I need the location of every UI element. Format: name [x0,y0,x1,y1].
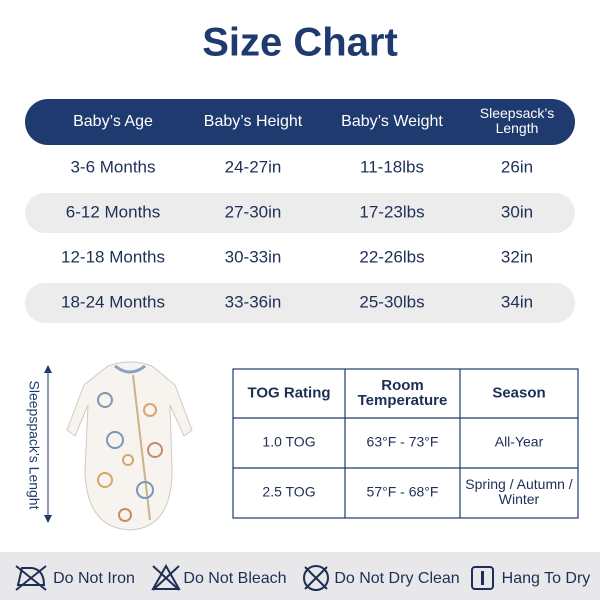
size-cell: 27-30in [225,202,282,221]
header-bar [25,99,575,145]
tog-header: Room [381,377,424,394]
row-bg [25,193,575,233]
size-header: Sleepsack’s [480,105,554,121]
care-label: Do Not Bleach [183,570,286,587]
size-cell: 33-36in [225,292,282,311]
size-header: Length [496,120,539,136]
size-cell: 3-6 Months [70,157,155,176]
size-cell: 32in [501,247,533,266]
size-cell: 18-24 Months [61,292,165,311]
tog-cell: 1.0 TOG [262,434,315,450]
size-cell: 25-30lbs [359,292,424,311]
size-cell: 22-26lbs [359,247,424,266]
size-cell: 6-12 Months [66,202,161,221]
size-cell: 34in [501,292,533,311]
size-cell: 30in [501,202,533,221]
tog-cell: 57°F - 68°F [367,484,439,500]
care-label: Hang To Dry [502,570,591,587]
size-cell: 24-27in [225,157,282,176]
tog-cell: 63°F - 73°F [367,434,439,450]
tog-cell: All-Year [495,434,544,450]
size-table: Baby’s Age Baby’s Height Baby’s Weight Slee… [61,105,554,311]
size-cell: 12-18 Months [61,247,165,266]
care-bar [0,552,600,600]
size-cell: 30-33in [225,247,282,266]
tog-grid [232,368,579,519]
tog-cell: Spring / Autumn / [465,476,573,492]
tog-header: Temperature [358,392,448,409]
title: Size Chart [202,21,398,65]
size-cell: 17-23lbs [359,202,424,221]
image-label: Sleepspack’s Lenght [26,381,42,510]
tog-header: Season [492,384,545,401]
tog-header: TOG Rating [247,384,330,401]
size-cell: 26in [501,157,533,176]
tog-cell: 2.5 TOG [262,484,315,500]
tog-cell: Winter [499,491,540,507]
size-cell: 11-18lbs [360,157,424,176]
care-label: Do Not Dry Clean [334,570,459,587]
size-header: Baby’s Weight [341,113,443,130]
size-header: Baby’s Age [73,113,153,130]
care-label: Do Not Iron [53,570,135,587]
sleepsack-image [66,361,193,531]
row-bg [25,283,575,323]
size-header: Baby’s Height [204,113,303,130]
care-icons [15,563,494,591]
